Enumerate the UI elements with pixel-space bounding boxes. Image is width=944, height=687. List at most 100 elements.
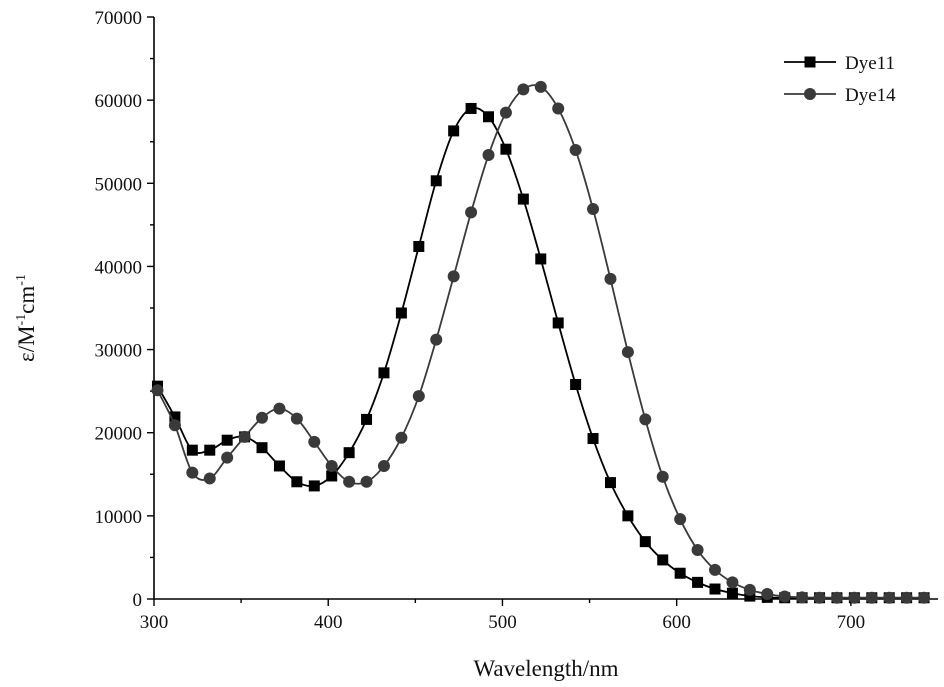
data-point-dye14 [796,591,808,603]
data-point-dye11 [291,476,302,487]
data-point-dye14 [326,460,338,472]
ticks: 3004005006007000100002000030000400005000… [95,8,866,633]
data-point-dye14 [256,412,268,424]
data-point-dye14 [674,513,686,525]
y-axis-title-main: ε/M [14,325,39,362]
data-point-dye14 [761,588,773,600]
data-point-dye11 [326,470,337,481]
data-point-dye14 [343,476,355,488]
data-point-dye11 [692,577,703,588]
data-point-dye14 [378,460,390,472]
data-point-dye11 [204,445,215,456]
y-axis-title-sup1: -1 [14,314,29,326]
data-point-dye14 [552,102,564,114]
legend-label-dye14: Dye14 [845,85,896,106]
data-point-dye11 [657,554,668,565]
data-point-dye14 [500,107,512,119]
data-point-dye11 [605,477,616,488]
data-point-dye11 [413,241,424,252]
data-point-dye14 [273,403,285,415]
y-tick-label: 20000 [95,424,143,445]
data-point-dye11 [518,194,529,205]
legend-marker-dye14 [804,88,816,100]
series-dye11 [152,103,930,603]
data-point-dye14 [308,436,320,448]
series-line-dye14 [157,85,924,598]
chart-svg: 3004005006007000100002000030000400005000… [0,0,944,687]
legend-item-dye14: Dye14 [784,85,896,106]
data-point-dye14 [604,273,616,285]
data-point-dye14 [814,592,826,604]
y-tick-label: 10000 [95,507,143,528]
data-point-dye11 [709,584,720,595]
data-point-dye11 [500,144,511,155]
data-point-dye14 [239,431,251,443]
data-point-dye11 [187,445,198,456]
y-tick-label: 70000 [95,8,143,29]
data-point-dye11 [466,103,477,114]
data-point-dye14 [692,544,704,556]
data-point-dye11 [396,307,407,318]
data-point-dye14 [151,384,163,396]
data-point-dye14 [866,592,878,604]
data-point-dye14 [204,472,216,484]
y-tick-label: 50000 [95,174,143,195]
data-point-dye11 [622,510,633,521]
data-point-dye14 [570,144,582,156]
x-tick-label: 700 [837,612,866,633]
y-axis-title-sup2: -1 [14,274,29,286]
data-point-dye14 [221,452,233,464]
chart: 3004005006007000100002000030000400005000… [0,0,944,687]
data-point-dye11 [727,588,738,599]
y-axis-title-cm: cm [14,286,39,314]
x-tick-label: 400 [314,612,343,633]
data-point-dye11 [588,433,599,444]
y-tick-label: 60000 [95,91,143,112]
legend: Dye11 Dye14 [784,53,896,106]
y-tick-label: 0 [133,590,143,611]
data-point-dye14 [465,206,477,218]
data-point-dye14 [831,592,843,604]
legend-item-dye11: Dye11 [784,53,895,74]
data-point-dye11 [570,379,581,390]
x-axis-title: Wavelength/nm [473,656,618,681]
legend-marker-dye11 [805,57,816,68]
data-point-dye14 [430,334,442,346]
data-point-dye11 [431,175,442,186]
data-point-dye11 [361,414,372,425]
data-point-dye14 [726,576,738,588]
data-point-dye11 [309,480,320,491]
data-point-dye14 [779,591,791,603]
series [151,81,930,604]
data-point-dye14 [535,81,547,93]
data-point-dye14 [709,564,721,576]
data-point-dye14 [744,584,756,596]
x-tick-label: 600 [662,612,691,633]
legend-label-dye11: Dye11 [845,53,895,74]
axes [154,17,938,599]
data-point-dye11 [535,253,546,264]
data-point-dye14 [587,203,599,215]
data-point-dye14 [517,83,529,95]
data-point-dye14 [483,149,495,161]
data-point-dye11 [675,568,686,579]
x-tick-label: 500 [488,612,517,633]
data-point-dye14 [657,471,669,483]
data-point-dye11 [553,317,564,328]
data-point-dye11 [483,111,494,122]
data-point-dye11 [222,435,233,446]
data-point-dye14 [448,270,460,282]
data-point-dye14 [848,592,860,604]
series-line-dye11 [157,108,924,598]
data-point-dye14 [413,390,425,402]
data-point-dye14 [639,413,651,425]
data-point-dye14 [622,346,634,358]
y-tick-label: 40000 [95,257,143,278]
data-point-dye14 [901,592,913,604]
y-tick-label: 30000 [95,341,143,362]
data-point-dye14 [186,467,198,479]
data-point-dye14 [395,432,407,444]
data-point-dye14 [883,592,895,604]
data-point-dye11 [448,125,459,136]
data-point-dye11 [378,367,389,378]
